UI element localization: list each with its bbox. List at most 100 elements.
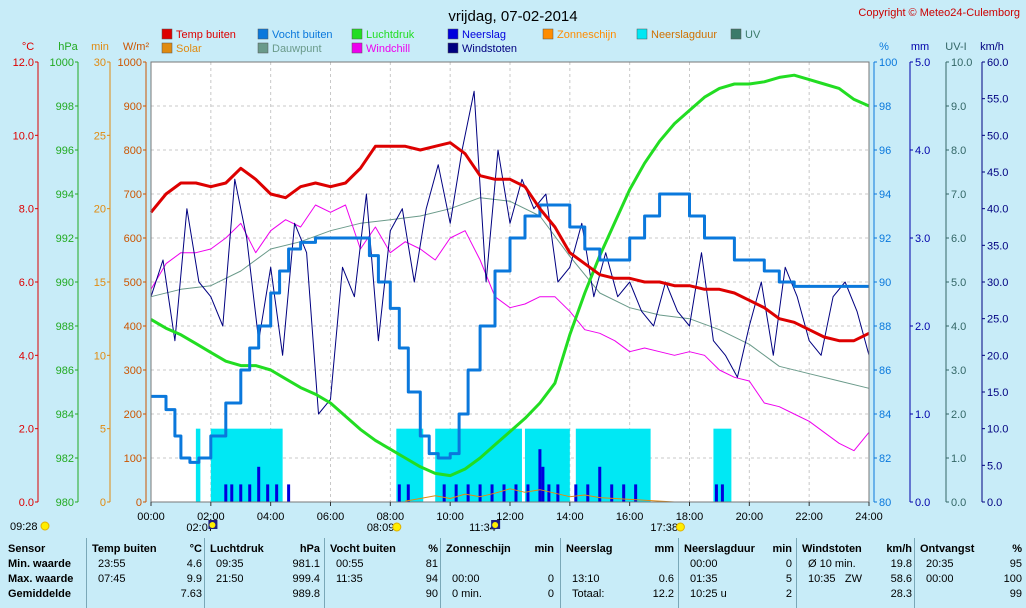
neerslag-bar xyxy=(490,484,494,502)
legend-swatch-solar xyxy=(161,42,173,54)
stats-header-vocht: Vocht buiten xyxy=(330,543,396,555)
neerslag-bar xyxy=(224,484,228,502)
stats-unit-windstoten: km/h xyxy=(886,543,912,555)
axis-tick-label: 0.0 xyxy=(19,497,34,509)
axis-tick-label: 35.0 xyxy=(987,240,1008,252)
stats-time-ontvangst: 20:35 xyxy=(926,558,954,570)
axis-tick-label: 6.0 xyxy=(19,277,34,289)
x-tick-label: 08:00 xyxy=(377,511,405,523)
neerslag-bar xyxy=(230,484,234,502)
neerslag-bar xyxy=(598,466,602,502)
legend-swatch-neerslag xyxy=(447,28,459,40)
neerslag-bar xyxy=(574,484,578,502)
axis-tick-label: 20.0 xyxy=(987,350,1008,362)
sun-icon xyxy=(675,522,685,532)
stats-column-separator xyxy=(560,538,561,608)
event-time-label: 08:09 xyxy=(367,522,395,534)
axis-tick-label: 1.0 xyxy=(915,409,930,421)
series-windchill xyxy=(150,204,870,452)
legend-swatch-windchill xyxy=(351,42,363,54)
axis-tick-label: 0.0 xyxy=(987,497,1002,509)
stats-time-luchtdruk: 09:35 xyxy=(216,558,244,570)
legend-swatch-luchtdruk xyxy=(351,28,363,40)
neerslag-bar xyxy=(622,484,626,502)
stats-time-neerslagduur: 00:00 xyxy=(690,558,718,570)
axis-tick-label: 88 xyxy=(879,321,891,333)
axis-unit-label: hPa xyxy=(58,41,78,53)
axis-tick-label: 6.0 xyxy=(951,233,966,245)
legend-swatch-dauwpunt xyxy=(257,42,269,54)
series-vocht xyxy=(151,192,869,464)
axis-tick-label: 986 xyxy=(56,365,74,377)
series-dauwpunt xyxy=(150,197,870,389)
stats-value-luchtdruk: 981.1 xyxy=(292,558,320,570)
legend-swatch-neerslagduur xyxy=(636,28,648,40)
neerslag-bar xyxy=(466,484,470,502)
stats-column-separator xyxy=(324,538,325,608)
neerslag-bar xyxy=(714,484,718,502)
neerslagduur-band xyxy=(713,428,732,502)
legend-swatch-uv xyxy=(730,28,742,40)
stats-unit-neerslagduur: min xyxy=(772,543,792,555)
legend-label-dauwpunt: Dauwpunt xyxy=(272,43,322,55)
neerslag-bar xyxy=(541,466,545,502)
stats-header-neerslagduur: Neerslagduur xyxy=(684,543,755,555)
stats-header-temp: Temp buiten xyxy=(92,543,157,555)
event-time-label: 11:34 xyxy=(469,522,496,534)
neerslag-bar xyxy=(257,466,261,502)
stats-unit-zon: min xyxy=(534,543,554,555)
axis-unit-label: % xyxy=(879,41,889,53)
legend-label-neerslagduur: Neerslagduur xyxy=(651,29,717,41)
neerslag-bar xyxy=(397,484,401,502)
axis-tick-label: 2.0 xyxy=(951,409,966,421)
axis-tick-label: 1000 xyxy=(50,57,74,69)
stats-value-temp: 7.63 xyxy=(180,588,202,600)
axis-tick-label: 700 xyxy=(124,189,142,201)
axis-tick-label: 200 xyxy=(124,409,142,421)
stats-value-neerslag: 0.6 xyxy=(658,573,674,585)
stats-value-neerslagduur: 0 xyxy=(785,558,792,570)
neerslag-bar xyxy=(287,484,291,502)
x-axis: 00:00 02:00 04:00 06:00 08:00 10:00 12:00 14:00… xyxy=(137,502,883,523)
axis-tick-label: 998 xyxy=(56,101,74,113)
stats-time-windstoten: Ø 10 min. xyxy=(808,558,856,570)
neerslag-bar xyxy=(266,484,270,502)
legend-swatch-zonneschijn xyxy=(542,28,554,40)
neerslag-bar xyxy=(248,484,252,502)
sun-icon xyxy=(392,522,402,532)
axis-tick-label: 9.0 xyxy=(951,101,966,113)
axis-tick-label: 600 xyxy=(124,233,142,245)
axis-tick-label: 2.0 xyxy=(915,321,930,333)
axis-unit-label: min xyxy=(91,41,109,53)
event-time-label: 17:38 xyxy=(650,522,678,534)
legend-label-solar: Solar xyxy=(176,43,202,55)
stats-time-temp: 07:45 xyxy=(98,573,126,585)
axis-tick-label: 10.0 xyxy=(951,57,972,69)
stats-value-vocht: 90 xyxy=(425,588,438,600)
axis-tick-label: 15.0 xyxy=(987,387,1008,399)
axis-tick-label: 3.0 xyxy=(915,233,930,245)
stats-row-label: Min. waarde xyxy=(8,558,71,570)
legend-label-windchill: Windchill xyxy=(366,43,410,55)
axis-tick-label: 96 xyxy=(879,145,891,157)
axis-tick-label: 5.0 xyxy=(987,460,1002,472)
axis-unit-label: °C xyxy=(22,41,34,53)
axis-tick-label: 984 xyxy=(56,409,74,421)
axis-tick-label: 4.0 xyxy=(19,350,34,362)
x-tick-label: 12:00 xyxy=(496,511,524,523)
series-lines xyxy=(149,73,870,503)
axis-tick-label: 0.0 xyxy=(915,497,930,509)
axis-tick-label: 900 xyxy=(124,101,142,113)
axis-tick-label: 25.0 xyxy=(987,314,1008,326)
legend-swatch-windstoten xyxy=(447,42,459,54)
stats-unit-luchtdruk: hPa xyxy=(299,543,320,555)
stats-time-ontvangst: 00:00 xyxy=(926,573,954,585)
axis-tick-label: 84 xyxy=(879,409,891,421)
stats-value-vocht: 81 xyxy=(425,558,438,570)
stats-column-separator xyxy=(678,538,679,608)
chart-title: vrijdag, 07-02-2014 xyxy=(448,8,577,25)
stats-time-zon: 0 min. xyxy=(452,588,482,600)
x-tick-label: 22:00 xyxy=(795,511,823,523)
stats-value-ontvangst: 99 xyxy=(1009,588,1022,600)
neerslagduur-band xyxy=(195,428,201,502)
